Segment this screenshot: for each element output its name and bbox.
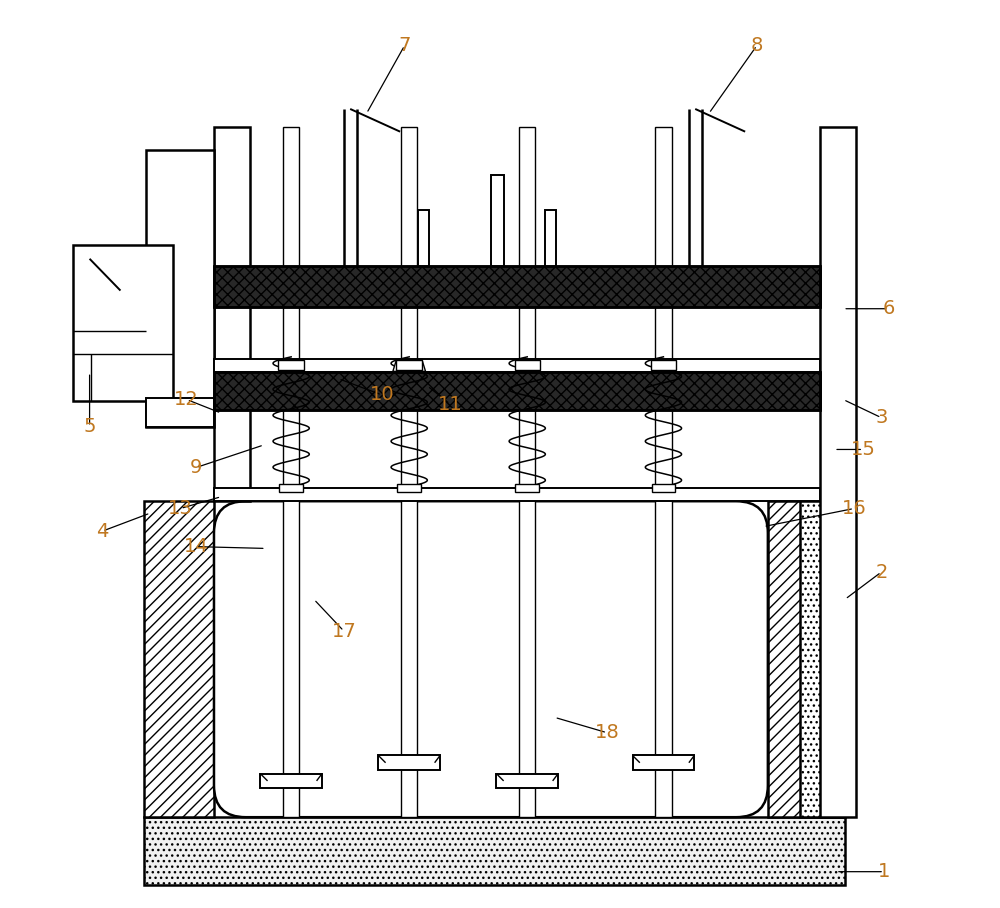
Text: 8: 8 (751, 36, 763, 54)
Bar (820, 127, 856, 817)
Bar (496, 774, 558, 788)
Bar (283, 127, 299, 817)
Bar (515, 484, 539, 492)
Bar (144, 817, 845, 885)
Bar (655, 127, 672, 817)
Bar (378, 755, 440, 770)
Text: 5: 5 (83, 418, 96, 436)
Bar (800, 501, 845, 817)
Bar (214, 359, 820, 372)
Bar (144, 501, 214, 817)
Text: 13: 13 (168, 499, 193, 518)
Text: 6: 6 (882, 300, 895, 318)
Bar (279, 484, 303, 492)
Bar (401, 127, 417, 817)
Bar (214, 488, 820, 501)
Bar (214, 372, 820, 410)
Bar (633, 755, 694, 770)
Bar (491, 175, 504, 266)
Text: 10: 10 (370, 386, 394, 404)
Bar (146, 150, 214, 427)
Text: 4: 4 (96, 522, 108, 540)
Bar (418, 210, 429, 266)
Text: 3: 3 (875, 409, 888, 427)
Text: 14: 14 (183, 538, 208, 556)
Text: 11: 11 (438, 395, 462, 413)
Text: 15: 15 (851, 440, 876, 459)
Bar (73, 245, 173, 401)
Bar (260, 774, 322, 788)
Bar (396, 360, 422, 370)
FancyBboxPatch shape (214, 501, 768, 817)
Bar (214, 266, 820, 307)
Text: 2: 2 (875, 563, 888, 581)
Text: 9: 9 (190, 459, 202, 477)
Bar (397, 484, 421, 492)
Bar (651, 360, 676, 370)
Bar (146, 398, 214, 427)
Text: 1: 1 (878, 863, 890, 881)
Text: 16: 16 (842, 499, 866, 518)
Bar (515, 360, 540, 370)
Bar (519, 127, 535, 817)
Bar (214, 266, 820, 307)
Bar (214, 372, 820, 410)
Text: 7: 7 (398, 36, 411, 54)
Polygon shape (393, 360, 426, 371)
Bar (214, 127, 250, 501)
Text: 18: 18 (595, 724, 620, 742)
Bar (768, 501, 845, 817)
Bar (652, 484, 675, 492)
Bar (545, 210, 556, 266)
Bar (278, 360, 304, 370)
Text: 12: 12 (174, 390, 199, 409)
Text: 17: 17 (331, 622, 356, 640)
